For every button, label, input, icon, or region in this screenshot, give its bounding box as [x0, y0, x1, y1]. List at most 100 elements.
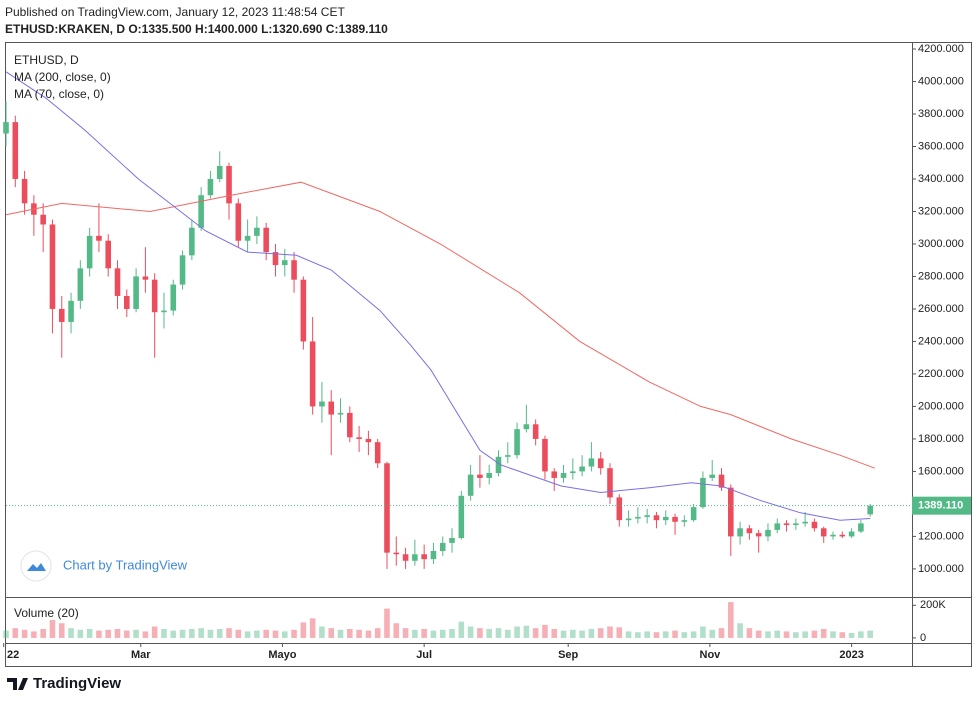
candle-body — [281, 260, 288, 266]
volume-bar — [393, 623, 400, 638]
volume-bar — [21, 629, 28, 638]
volume-bar — [839, 632, 846, 638]
volume-bar — [486, 628, 492, 638]
volume-bar — [124, 630, 130, 638]
candle-body — [570, 471, 576, 474]
volume-bar — [811, 630, 818, 638]
volume-bar — [607, 626, 613, 638]
candle-body — [662, 516, 669, 521]
volume-tick-label: 200K — [920, 599, 946, 611]
watermark-logo — [20, 550, 52, 582]
candle-body — [681, 520, 688, 522]
volume-bar — [848, 633, 855, 638]
y-tick-label: 3000.000 — [918, 238, 964, 250]
brand-name: TradingView — [33, 675, 121, 692]
candle-body — [86, 235, 93, 269]
volume-bar — [356, 629, 362, 638]
candle-body — [133, 276, 139, 309]
volume-bar — [402, 628, 409, 638]
volume-bar — [830, 631, 836, 638]
candle-body — [198, 195, 204, 228]
candle-body — [393, 552, 400, 555]
volume-bar — [384, 608, 390, 638]
candle-body — [811, 521, 818, 529]
candle-body — [49, 224, 56, 309]
candle-body — [588, 458, 595, 467]
volume-bar — [793, 632, 799, 638]
volume-bar — [198, 628, 204, 638]
candle-body — [151, 279, 158, 313]
candle-body — [161, 310, 167, 313]
candle-body — [839, 534, 846, 537]
volume-bar — [179, 629, 186, 638]
plot — [3, 71, 912, 638]
y-tick-label: 4200.000 — [918, 43, 964, 55]
volume-tick-label: 0 — [920, 632, 926, 644]
symbol-legend: ETHUSD, D — [14, 53, 79, 67]
last-price-box — [912, 496, 971, 515]
volume-bar — [3, 630, 9, 638]
candle-body — [523, 424, 530, 430]
ma-line — [5, 71, 871, 521]
candle-body — [3, 122, 9, 134]
y-tick-label: 1800.000 — [918, 433, 964, 445]
x-tick-label: 2023 — [839, 649, 863, 661]
volume-bar — [58, 623, 65, 638]
volume-bar — [542, 624, 548, 638]
y-tick-label: 2400.000 — [918, 335, 964, 347]
candle-body — [105, 240, 112, 269]
candle-body — [179, 255, 186, 285]
y-tick-label: 3200.000 — [918, 205, 964, 217]
candle-body — [374, 442, 381, 464]
brand-logo — [7, 678, 28, 690]
candle-body — [189, 227, 195, 256]
candle-body — [690, 507, 697, 521]
volume-bar — [226, 628, 232, 638]
volume-bar — [291, 629, 297, 638]
y-tick-label: 4000.000 — [918, 75, 964, 87]
candle-body — [114, 268, 121, 296]
candle-body — [272, 252, 279, 266]
candle-body — [579, 466, 585, 472]
volume-bar — [635, 632, 641, 638]
candle-body — [170, 284, 177, 311]
candle-body — [142, 276, 149, 280]
volume-bar — [681, 632, 688, 638]
candle-body — [514, 429, 520, 456]
volume-bar — [68, 628, 74, 638]
candle-body — [718, 474, 725, 488]
volume-bar — [114, 628, 121, 638]
candle-body — [439, 542, 446, 552]
volume-bar — [421, 628, 427, 638]
watermark-text: Chart by TradingView — [63, 557, 188, 572]
y-tick-label: 2000.000 — [918, 400, 964, 412]
volume-bar — [170, 630, 177, 638]
volume-bar — [495, 628, 502, 638]
volume-bar — [672, 630, 678, 638]
candle-body — [207, 178, 214, 196]
candle-body — [430, 551, 437, 560]
candle-body — [737, 528, 743, 537]
candle-body — [337, 412, 344, 415]
candle-body — [40, 214, 46, 225]
volume-bar — [690, 631, 697, 638]
candle-body — [254, 227, 260, 236]
axes: 1000.0001200.0001400.0001600.0001800.000… — [3, 43, 971, 661]
volume-bar — [142, 631, 149, 638]
ma-line — [5, 181, 875, 469]
x-tick-label: Nov — [700, 649, 722, 661]
candle-body — [356, 437, 362, 439]
candle-body — [421, 554, 427, 560]
candle-body — [216, 165, 223, 179]
candle-body — [412, 554, 418, 561]
volume-bar — [300, 622, 307, 638]
candle-body — [458, 495, 465, 539]
volume-bar — [430, 630, 437, 638]
volume-bar — [662, 631, 669, 638]
candle-body — [597, 458, 604, 469]
y-tick-label: 3600.000 — [918, 140, 964, 152]
volume-bar — [49, 620, 56, 638]
candle-body — [700, 477, 706, 508]
volume-bar — [151, 626, 158, 638]
candle-body — [235, 203, 242, 241]
